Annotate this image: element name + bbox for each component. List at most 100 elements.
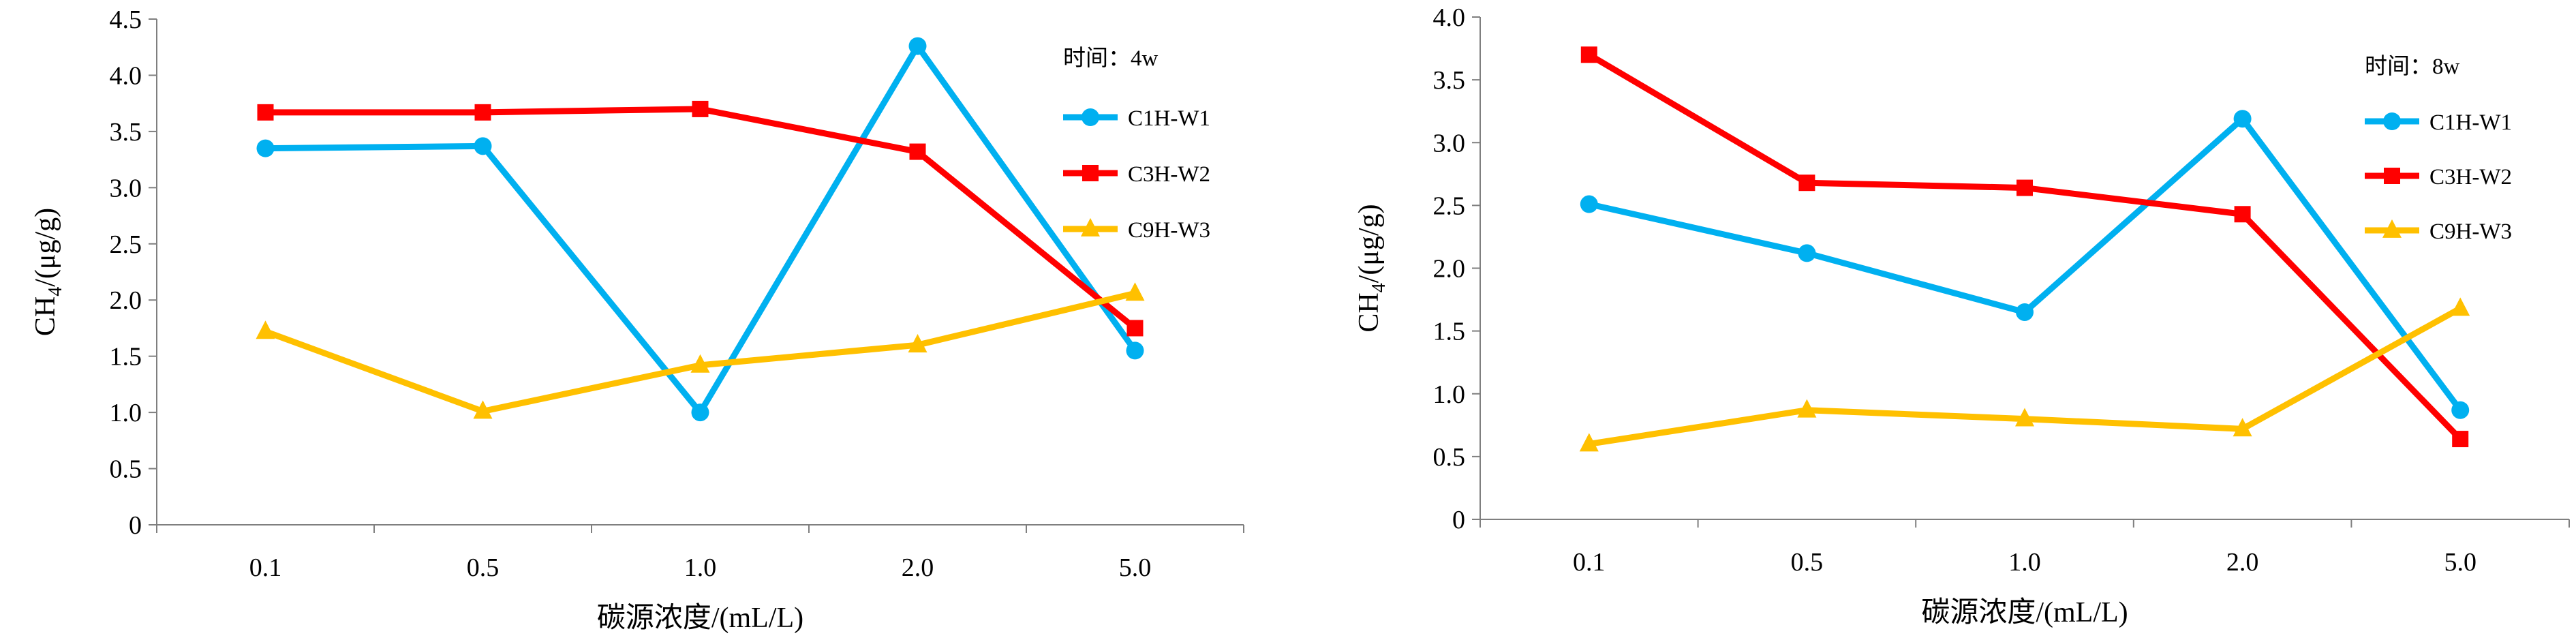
y-tick-label: 1.5 — [1433, 318, 1466, 346]
y-tick-label: 1.5 — [110, 343, 142, 371]
x-tick-label: 1.0 — [2008, 548, 2041, 577]
y-tick-label: 2.0 — [110, 286, 142, 315]
data-point-circle — [1580, 195, 1598, 213]
legend-label: C9H-W3 — [2429, 219, 2512, 244]
data-point-circle — [1798, 244, 1816, 262]
line-chart-4w: 0 0.5 1.0 1.5 2.0 2.5 3.0 3.5 4.0 4.5 0.1 0.5 1.0 2.0… — [30, 5, 1244, 634]
x-tick-label: 0.1 — [1573, 548, 1606, 577]
line-chart-8w: 0 0.5 1.0 1.5 2.0 2.5 3.0 3.5 4.0 0.1 0.5 1.0 2.0 5.0… — [1353, 3, 2570, 628]
y-tick-label: 2.5 — [110, 230, 142, 259]
series-line — [264, 290, 1136, 414]
series-C3H-W2 — [1580, 46, 2469, 448]
legend-item: C1H-W1 — [2365, 110, 2512, 135]
data-point-square — [909, 143, 926, 160]
data-point-triangle — [908, 334, 927, 353]
y-axis-title: CH4/(μg/g) — [30, 208, 66, 336]
y-tick-label: 3.0 — [110, 174, 142, 202]
series-C1H-W1 — [256, 37, 1144, 422]
legend-marker-triangle — [2382, 219, 2402, 238]
y-axis-title-main: CH — [30, 296, 61, 336]
legend-marker-circle — [2383, 112, 2401, 130]
series-C3H-W2 — [257, 100, 1144, 337]
data-point-circle — [908, 37, 927, 55]
legend-label: C1H-W1 — [1128, 106, 1210, 131]
data-point-circle — [1126, 341, 1144, 360]
x-tick-label: 0.5 — [467, 553, 500, 582]
legend-item: C3H-W2 — [1063, 162, 1210, 187]
chart-panel-8w: 0 0.5 1.0 1.5 2.0 2.5 3.0 3.5 4.0 0.1 0.5 1.0 2.0 5.0… — [1288, 0, 2576, 640]
data-point-square — [1126, 320, 1144, 337]
data-point-square — [2234, 206, 2251, 223]
series-C9H-W3 — [1579, 297, 2470, 452]
x-tick-label: 1.0 — [684, 553, 717, 582]
series-line — [265, 106, 1137, 331]
data-point-triangle — [256, 320, 275, 339]
legend: 时间：8w C1H-W1 C3H-W2 C9H-W3 — [2365, 55, 2512, 244]
x-tick-label: 5.0 — [2444, 548, 2477, 577]
data-point-triangle — [1579, 433, 1599, 452]
y-tick-label: 4.0 — [110, 61, 142, 90]
y-tick-label: 1.0 — [110, 399, 142, 427]
series-line — [1588, 115, 2463, 412]
data-point-triangle — [2233, 418, 2252, 437]
data-point-square — [1798, 174, 1815, 192]
legend-label: C3H-W2 — [2429, 165, 2512, 189]
legend-item: C9H-W3 — [2365, 219, 2512, 244]
y-tick-label: 0 — [1452, 506, 1465, 534]
data-point-triangle — [1125, 282, 1145, 301]
data-point-square — [2017, 179, 2033, 196]
x-axis-title: 碳源浓度/(mL/L) — [1921, 597, 2128, 628]
time-annotation: 时间：8w — [2365, 55, 2460, 79]
data-point-circle — [474, 137, 492, 155]
data-point-square — [692, 100, 709, 117]
data-point-circle — [2233, 110, 2252, 128]
data-point-square — [2452, 431, 2469, 448]
legend-item: C1H-W1 — [1063, 106, 1210, 131]
legend-marker-square — [2384, 168, 2400, 184]
data-point-square — [474, 104, 491, 121]
series-C9H-W3 — [256, 282, 1145, 419]
y-tick-label: 0 — [129, 511, 142, 540]
legend-label: C9H-W3 — [1128, 218, 1210, 243]
data-point-triangle — [2015, 408, 2034, 427]
y-axis-title-subscript: 4 — [1368, 283, 1390, 292]
legend-marker-circle — [1082, 108, 1099, 126]
data-point-triangle — [473, 400, 493, 419]
data-point-triangle — [2451, 297, 2470, 316]
legend-label: C1H-W1 — [2429, 110, 2512, 135]
y-tick-label: 2.0 — [1433, 255, 1466, 284]
y-tick-label: 0.5 — [110, 455, 142, 484]
data-point-square — [257, 104, 274, 121]
data-point-square — [1580, 46, 1597, 63]
legend-marker-square — [1082, 165, 1099, 181]
y-tick-label: 3.5 — [110, 118, 142, 147]
x-tick-label: 0.1 — [249, 553, 282, 582]
y-tick-label: 2.5 — [1433, 192, 1466, 220]
data-point-triangle — [1797, 399, 1817, 418]
y-tick-label: 0.5 — [1433, 443, 1466, 472]
legend-item: C9H-W3 — [1063, 217, 1210, 243]
y-tick-label: 1.0 — [1433, 380, 1466, 409]
y-tick-label: 4.5 — [110, 5, 142, 34]
y-tick-label: 3.0 — [1433, 129, 1466, 157]
x-tick-label: 5.0 — [1119, 553, 1152, 582]
y-axis-title-main: CH — [1353, 292, 1385, 332]
legend: 时间：4w C1H-W1 C3H-W2 C9H-W3 — [1063, 46, 1210, 243]
data-point-circle — [691, 403, 709, 422]
chart-panel-4w: 0 0.5 1.0 1.5 2.0 2.5 3.0 3.5 4.0 4.5 0.1 0.5 1.0 2.0… — [30, 5, 1244, 634]
time-annotation: 时间：4w — [1063, 46, 1159, 71]
data-point-circle — [2016, 303, 2034, 321]
data-point-triangle — [690, 354, 710, 373]
x-tick-label: 0.5 — [1791, 548, 1824, 577]
x-tick-label: 2.0 — [2226, 548, 2259, 577]
y-axis-title-unit: /(μg/g) — [1353, 204, 1385, 283]
y-tick-label: 4.0 — [1433, 3, 1466, 32]
y-tick-label: 3.5 — [1433, 66, 1466, 95]
legend-label: C3H-W2 — [1128, 162, 1210, 187]
legend-item: C3H-W2 — [2365, 165, 2512, 189]
x-axis-title: 碳源浓度/(mL/L) — [597, 603, 803, 634]
legend-marker-triangle — [1081, 217, 1100, 237]
data-point-circle — [2451, 401, 2470, 419]
y-axis-title-unit: /(μg/g) — [30, 208, 61, 287]
y-axis-title-subscript: 4 — [45, 287, 66, 296]
